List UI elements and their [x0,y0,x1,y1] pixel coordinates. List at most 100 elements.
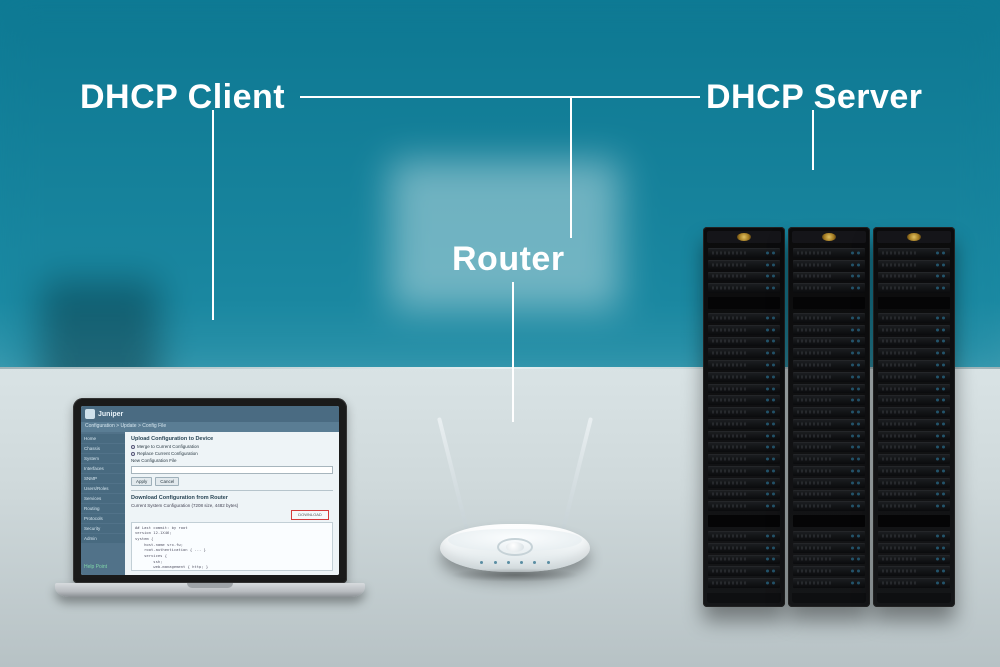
rack-unit [878,260,950,270]
laptop-ui-breadcrumb: Configuration > Update > Config File [81,422,339,432]
rack-unit [878,313,950,323]
radio-icon [131,452,135,456]
rack-unit [793,384,865,394]
rack-unit [708,501,780,511]
rack-unit [793,325,865,335]
rack-unit [878,431,950,441]
rack-unit [878,543,950,553]
rack-base [792,593,866,603]
rack-gap [708,297,780,309]
label-dhcp-client: DHCP Client [80,78,285,117]
rack-unit [708,454,780,464]
laptop-sidebar-item: Services [81,494,125,503]
connector-server-v [812,110,814,170]
rack-unit [793,578,865,588]
rack-unit [793,466,865,476]
router-center-button [506,542,524,552]
server-rack [703,227,785,607]
rack-top [877,231,951,243]
router-led-icon [520,561,523,564]
rack-base [877,593,951,603]
radio-merge: Merge to Current Configuration [131,444,333,449]
laptop-sidebar-item: Home [81,434,125,443]
cancel-button: Cancel [155,477,179,486]
rack-unit [708,419,780,429]
rack-unit [708,531,780,541]
file-label: New Configuration File [131,458,333,463]
rack-unit [878,566,950,576]
rack-unit [708,431,780,441]
rack-unit [793,372,865,382]
rack-unit [793,566,865,576]
rack-unit [878,454,950,464]
upload-section-title: Upload Configuration to Device [131,436,333,442]
rack-unit [793,272,865,282]
rack-unit [708,372,780,382]
radio-replace-label: Replace Current Configuration [137,451,198,456]
server-rack-group [703,227,955,607]
laptop-sidebar-item: SNMP [81,474,125,483]
laptop-sidebar-item: Routing [81,504,125,513]
rack-unit [878,442,950,452]
rack-unit [878,337,950,347]
laptop-base [55,583,365,597]
router-led-icon [533,561,536,564]
laptop-display: Juniper Configuration > Update > Config … [81,406,339,575]
apply-button: Apply [131,477,152,486]
rack-unit [878,272,950,282]
server-rack [788,227,870,607]
rack-unit [793,313,865,323]
rack-unit [878,248,950,258]
connector-router-h-left [430,96,570,98]
server-rack [873,227,955,607]
radio-merge-label: Merge to Current Configuration [137,444,199,449]
file-input [131,466,333,474]
rack-unit [793,543,865,553]
rack-gap [878,515,950,527]
rack-unit [708,384,780,394]
rack-unit [708,260,780,270]
rack-unit [878,466,950,476]
connector-router-v-bottom [512,282,514,422]
rack-unit [793,283,865,293]
rack-unit [708,348,780,358]
laptop-screen-bezel: Juniper Configuration > Update > Config … [73,398,347,583]
rack-unit [878,501,950,511]
rack-unit [793,395,865,405]
rack-unit [708,325,780,335]
laptop-trackpad-notch [187,583,233,588]
laptop-sidebar-item: Protocols [81,514,125,523]
router-led-icon [547,561,550,564]
laptop-sidebar-item: Security [81,524,125,533]
laptop-sidebar-item: Chassis [81,444,125,453]
laptop-sidebar-item: Interfaces [81,464,125,473]
rack-unit [793,501,865,511]
rack-emblem-icon [907,233,921,241]
rack-base [707,593,781,603]
rack-unit [708,555,780,565]
rack-unit [793,360,865,370]
rack-unit [708,578,780,588]
router-device [440,524,590,572]
diagram-scene: DHCP Client Router DHCP Server Juniper C… [0,0,1000,667]
rack-unit [878,407,950,417]
rack-unit [878,478,950,488]
rack-unit [708,395,780,405]
rack-unit [793,260,865,270]
connector-client-v [212,110,214,320]
rack-unit [708,466,780,476]
laptop-dhcp-client: Juniper Configuration > Update > Config … [55,398,365,597]
rack-unit [708,337,780,347]
rack-unit [878,490,950,500]
rack-unit [793,478,865,488]
rack-top [792,231,866,243]
router-shadow [450,568,580,582]
rack-unit [878,531,950,541]
laptop-ui-topbar: Juniper [81,406,339,422]
laptop-ui-main: Upload Configuration to Device Merge to … [125,432,339,575]
rack-unit [793,490,865,500]
rack-unit [793,407,865,417]
rack-unit [708,478,780,488]
router-led-strip [470,560,560,565]
rack-unit [708,442,780,452]
